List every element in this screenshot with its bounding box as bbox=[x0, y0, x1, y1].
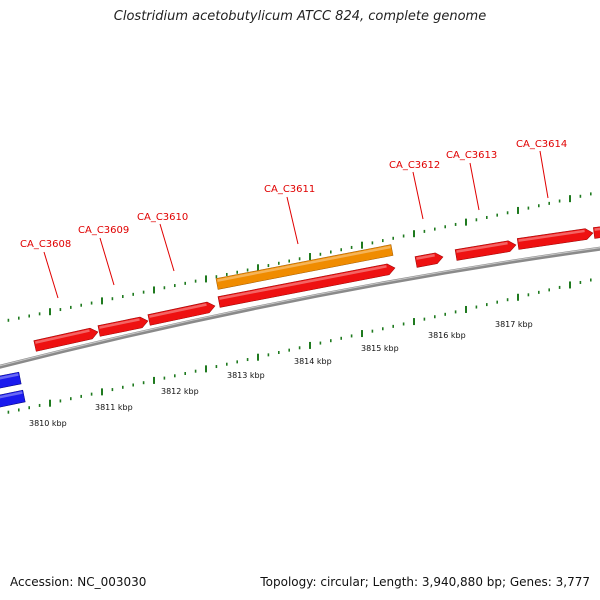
accession-label: Accession: NC_003030 bbox=[10, 575, 147, 589]
gene-arrow[interactable] bbox=[454, 240, 517, 261]
genome-summary: Topology: circular; Length: 3,940,880 bp… bbox=[260, 575, 590, 589]
gene-arrow-blue[interactable] bbox=[0, 389, 26, 409]
gene-label[interactable]: CA_C3608 bbox=[20, 239, 71, 250]
kbp-label: 3814 kbp bbox=[294, 357, 332, 366]
gene-arrow[interactable] bbox=[414, 252, 444, 268]
gene-label-leader bbox=[412, 171, 424, 220]
gene-arrow[interactable] bbox=[593, 225, 600, 239]
kbp-labels: 3810 kbp 3811 kbp 3812 kbp 3813 kbp 3814 kbp… bbox=[29, 320, 533, 428]
gene-label[interactable]: CA_C3609 bbox=[78, 225, 129, 236]
lower-tick-track bbox=[7, 278, 592, 414]
gene-label-leader bbox=[539, 150, 549, 199]
genome-title: Clostridium acetobutylicum ATCC 824, com… bbox=[113, 9, 487, 24]
kbp-label: 3812 kbp bbox=[161, 387, 199, 396]
genome-backbone-highlight bbox=[0, 247, 600, 367]
gene-arrow-blue[interactable] bbox=[0, 371, 22, 390]
kbp-label: 3816 kbp bbox=[428, 331, 466, 340]
kbp-label: 3817 kbp bbox=[495, 320, 533, 329]
gene-arrow[interactable] bbox=[516, 228, 594, 250]
gene-arrow[interactable] bbox=[147, 301, 216, 326]
kbp-label: 3813 kbp bbox=[227, 371, 265, 380]
gene-label-leader bbox=[286, 196, 299, 245]
gene-labels: CA_C3608 CA_C3609 CA_C3610 CA_C3611 CA_C3612… bbox=[20, 139, 567, 299]
gene-features bbox=[0, 225, 600, 409]
gene-label[interactable]: CA_C3611 bbox=[264, 184, 315, 195]
gene-label[interactable]: CA_C3612 bbox=[389, 160, 440, 171]
gene-label[interactable]: CA_C3613 bbox=[446, 150, 497, 161]
gene-label[interactable]: CA_C3610 bbox=[137, 212, 188, 223]
gene-label-leader bbox=[99, 237, 115, 286]
upper-tick-track bbox=[7, 192, 592, 322]
kbp-label: 3810 kbp bbox=[29, 419, 67, 428]
kbp-label: 3815 kbp bbox=[361, 344, 399, 353]
gene-label[interactable]: CA_C3614 bbox=[516, 139, 567, 150]
gene-label-leader bbox=[159, 223, 175, 272]
gene-arrow-orange[interactable] bbox=[215, 244, 394, 290]
gene-arrow[interactable] bbox=[33, 327, 99, 352]
gene-arrow[interactable] bbox=[97, 316, 149, 337]
gene-label-leader bbox=[469, 162, 480, 211]
genome-backbone bbox=[0, 246, 600, 369]
gene-arrow[interactable] bbox=[217, 263, 396, 308]
gene-label-leader bbox=[43, 251, 59, 299]
kbp-label: 3811 kbp bbox=[95, 403, 133, 412]
